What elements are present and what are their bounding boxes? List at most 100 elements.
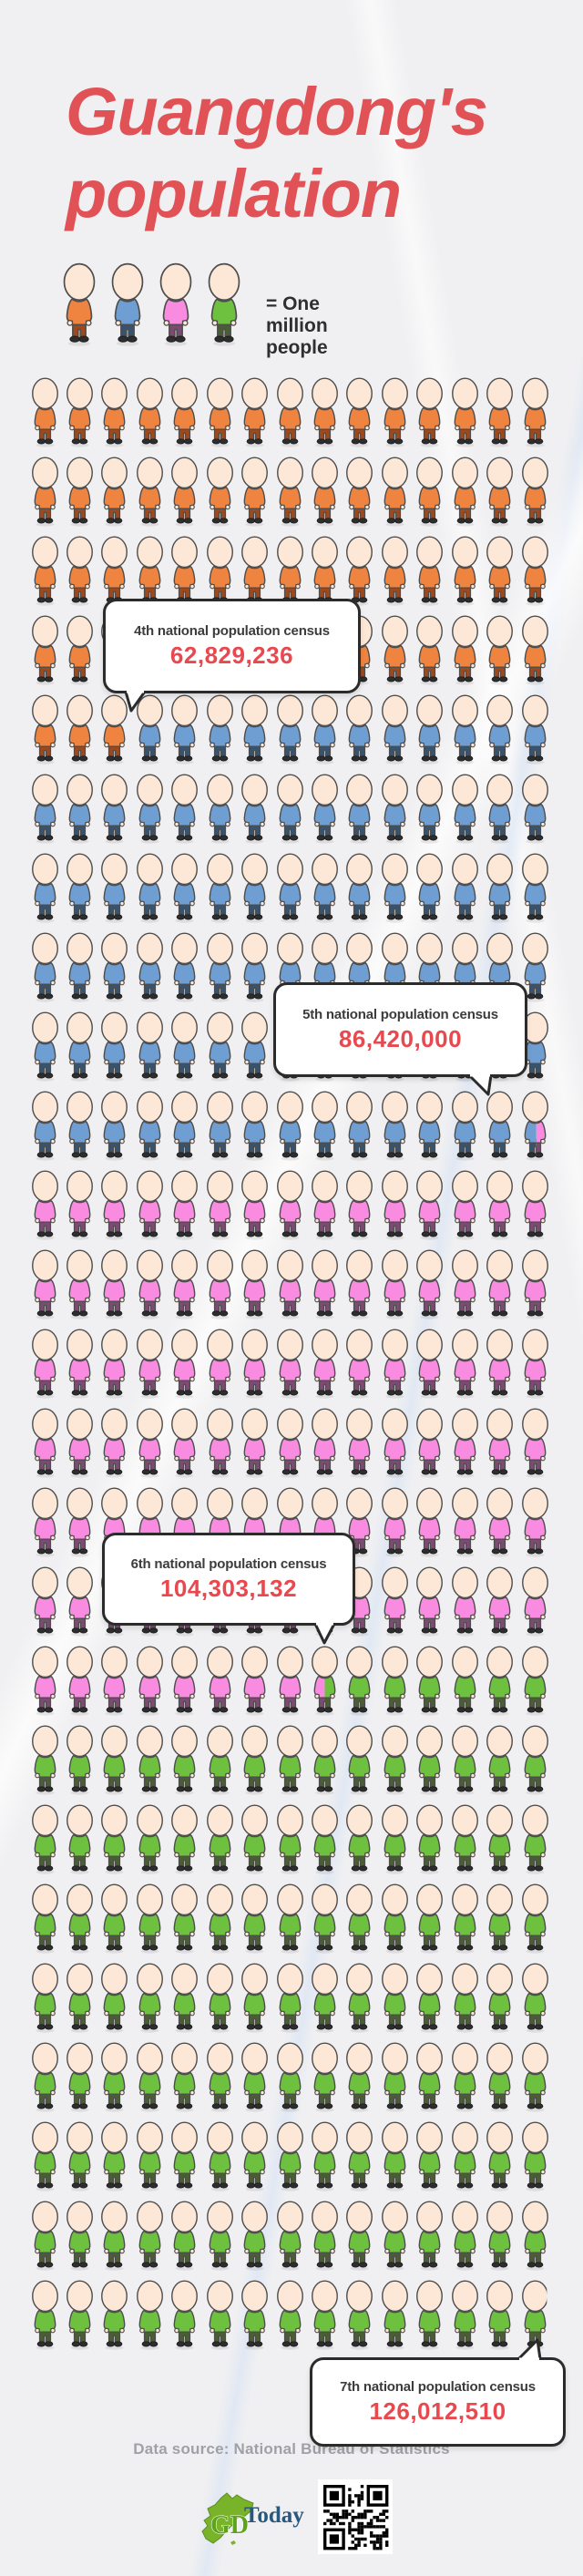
person-icon — [98, 1248, 130, 1322]
person-icon — [274, 1962, 306, 2036]
person-icon — [169, 2120, 200, 2194]
person-icon — [98, 1090, 130, 1164]
person-icon — [274, 852, 306, 926]
person-icon — [204, 1090, 236, 1164]
person-icon — [309, 376, 341, 450]
person-icon — [449, 852, 481, 926]
person-icon — [343, 535, 375, 609]
person-icon — [29, 931, 61, 1005]
person-icon — [309, 1328, 341, 1401]
person-icon — [134, 2120, 166, 2194]
person-icon — [29, 1803, 61, 1877]
person-icon — [239, 1248, 271, 1322]
person-icon — [343, 1248, 375, 1322]
person-icon — [98, 1169, 130, 1243]
person-icon — [239, 2120, 271, 2194]
callout-4th-census: 4th national population census 62,829,23… — [103, 599, 361, 713]
person-icon — [519, 2120, 551, 2194]
person-icon — [449, 535, 481, 609]
person-icon — [343, 2041, 375, 2115]
person-icon — [134, 693, 166, 767]
person-icon — [274, 1407, 306, 1481]
person-icon — [484, 1090, 516, 1164]
person-icon — [379, 773, 411, 847]
person-icon — [274, 1645, 306, 1719]
person-icon — [204, 1724, 236, 1798]
page-title: Guangdong's population — [66, 71, 488, 235]
person-icon — [64, 1011, 96, 1084]
person-icon — [414, 1724, 445, 1798]
person-icon — [414, 376, 445, 450]
person-icon — [449, 1883, 481, 1956]
person-icon — [134, 1328, 166, 1401]
person-icon — [379, 456, 411, 529]
person-icon — [204, 852, 236, 926]
person-icon — [343, 693, 375, 767]
person-icon — [414, 456, 445, 529]
person-icon — [414, 2120, 445, 2194]
person-icon — [98, 773, 130, 847]
person-icon — [60, 262, 98, 349]
person-icon — [343, 852, 375, 926]
person-icon — [484, 693, 516, 767]
person-icon — [204, 1803, 236, 1877]
person-icon — [239, 1011, 271, 1084]
callout-label: 5th national population census — [302, 1006, 498, 1022]
person-icon — [484, 1724, 516, 1798]
person-icon — [29, 1486, 61, 1560]
person-icon — [204, 456, 236, 529]
person-icon — [414, 1803, 445, 1877]
person-icon — [309, 1090, 341, 1164]
person-icon — [98, 1962, 130, 2036]
person-icon — [169, 1248, 200, 1322]
person-icon — [169, 1724, 200, 1798]
person-icon — [414, 535, 445, 609]
person-icon — [157, 262, 195, 349]
person-icon — [239, 1090, 271, 1164]
person-icon — [414, 1883, 445, 1956]
person-icon — [239, 535, 271, 609]
person-icon — [484, 1962, 516, 2036]
person-icon — [29, 2200, 61, 2273]
person-icon — [134, 773, 166, 847]
person-icon — [169, 1883, 200, 1956]
person-icon — [169, 1328, 200, 1401]
person-icon — [64, 1883, 96, 1956]
person-icon — [309, 1248, 341, 1322]
person-icon — [64, 1724, 96, 1798]
callout-7th-census: 7th national population census 126,012,5… — [310, 2338, 566, 2447]
person-icon — [343, 376, 375, 450]
person-icon — [274, 376, 306, 450]
callout-5th-census: 5th national population census 86,420,00… — [273, 982, 527, 1096]
person-icon — [449, 1407, 481, 1481]
person-icon — [519, 376, 551, 450]
person-icon — [98, 2041, 130, 2115]
person-icon — [484, 376, 516, 450]
person-icon — [134, 2041, 166, 2115]
person-icon — [519, 693, 551, 767]
person-icon — [204, 1169, 236, 1243]
person-icon — [414, 1169, 445, 1243]
person-icon — [484, 852, 516, 926]
person-icon — [169, 1011, 200, 1084]
person-icon — [134, 2200, 166, 2273]
person-icon — [274, 2200, 306, 2273]
person-icon — [379, 614, 411, 688]
person-icon — [484, 614, 516, 688]
person-icon — [274, 2120, 306, 2194]
person-icon — [204, 1328, 236, 1401]
person-icon — [414, 1962, 445, 2036]
person-icon — [134, 2279, 166, 2353]
person-icon — [379, 2041, 411, 2115]
person-icon — [449, 1328, 481, 1401]
person-icon — [239, 931, 271, 1005]
person-icon — [29, 2041, 61, 2115]
person-icon — [169, 693, 200, 767]
person-icon — [204, 1883, 236, 1956]
person-icon — [64, 535, 96, 609]
person-icon — [343, 1962, 375, 2036]
person-icon — [204, 535, 236, 609]
person-icon — [414, 1248, 445, 1322]
person-icon — [204, 2041, 236, 2115]
person-icon — [98, 2120, 130, 2194]
